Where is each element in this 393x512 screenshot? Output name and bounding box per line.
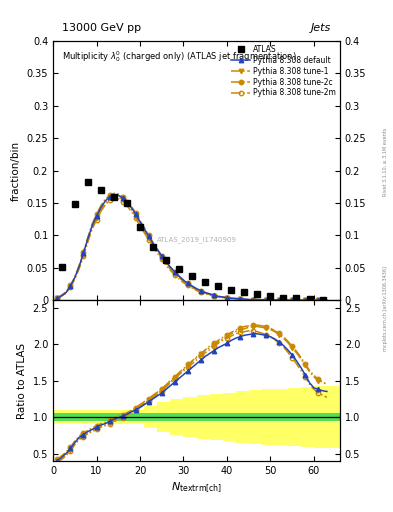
ATLAS [216,283,220,289]
Pythia 8.308 tune-1 [112,194,116,200]
ATLAS [112,194,116,200]
ATLAS [164,257,169,263]
Pythia 8.308 tune-1 [320,297,325,303]
ATLAS [307,296,312,302]
ATLAS [85,179,90,185]
ATLAS [294,295,299,302]
Line: Pythia 8.308 default: Pythia 8.308 default [55,193,329,303]
Pythia 8.308 tune-1 [55,295,60,302]
Text: Rivet 3.1.10, ≥ 3.1M events: Rivet 3.1.10, ≥ 3.1M events [383,128,388,196]
Pythia 8.308 tune-1 [246,296,251,303]
Pythia 8.308 tune-2m [142,230,147,236]
Pythia 8.308 default [325,297,329,303]
Pythia 8.308 default [112,191,116,198]
Pythia 8.308 tune-2m [112,196,116,202]
Line: Pythia 8.308 tune-1: Pythia 8.308 tune-1 [55,195,329,303]
Pythia 8.308 tune-2c [185,281,190,287]
Pythia 8.308 default [133,211,138,217]
Text: ATLAS_2019_I1740909: ATLAS_2019_I1740909 [156,237,237,243]
Pythia 8.308 tune-1 [325,297,329,303]
Pythia 8.308 tune-1 [185,282,190,288]
Pythia 8.308 tune-2c [55,294,60,301]
Pythia 8.308 tune-2c [320,297,325,303]
Pythia 8.308 tune-2c [112,190,116,197]
Pythia 8.308 default [142,226,147,232]
ATLAS [177,266,182,272]
Text: mcplots.cern.ch [arXiv:1306.3436]: mcplots.cern.ch [arXiv:1306.3436] [383,266,388,351]
ATLAS [242,289,247,295]
ATLAS [203,279,208,285]
Line: Pythia 8.308 tune-2m: Pythia 8.308 tune-2m [55,196,329,303]
Pythia 8.308 default [194,286,199,292]
ATLAS [255,291,260,297]
Pythia 8.308 tune-2c [325,297,329,303]
Legend: ATLAS, Pythia 8.308 default, Pythia 8.308 tune-1, Pythia 8.308 tune-2c, Pythia 8: ATLAS, Pythia 8.308 default, Pythia 8.30… [230,43,338,99]
ATLAS [59,264,64,270]
Pythia 8.308 tune-2m [246,296,251,303]
Pythia 8.308 tune-2c [194,286,199,292]
ATLAS [281,294,286,301]
Pythia 8.308 default [246,296,251,303]
ATLAS [151,244,155,250]
ATLAS [99,187,103,193]
Pythia 8.308 default [320,297,325,303]
Pythia 8.308 tune-2c [133,210,138,216]
ATLAS [125,200,129,206]
Text: Multiplicity $\lambda_0^0$ (charged only) (ATLAS jet fragmentation): Multiplicity $\lambda_0^0$ (charged only… [62,49,296,63]
ATLAS [229,287,233,293]
Pythia 8.308 default [185,281,190,287]
Y-axis label: fraction/bin: fraction/bin [11,141,21,201]
Line: ATLAS: ATLAS [59,179,326,303]
X-axis label: $N_\mathrm{textrm[ch]}$: $N_\mathrm{textrm[ch]}$ [171,481,222,496]
Text: 13000 GeV pp: 13000 GeV pp [62,23,141,33]
Pythia 8.308 tune-2c [142,225,147,231]
Pythia 8.308 tune-2m [325,297,329,303]
Pythia 8.308 tune-2m [194,287,199,293]
ATLAS [320,296,325,303]
ATLAS [268,293,273,300]
Line: Pythia 8.308 tune-2c: Pythia 8.308 tune-2c [55,191,329,303]
ATLAS [72,201,77,207]
Pythia 8.308 default [55,295,60,302]
Text: Jets: Jets [311,23,331,33]
Pythia 8.308 tune-2m [185,282,190,288]
Pythia 8.308 tune-2c [246,296,251,303]
Pythia 8.308 tune-2m [320,297,325,303]
Pythia 8.308 tune-2m [55,295,60,302]
ATLAS [190,272,195,279]
Pythia 8.308 tune-1 [133,213,138,219]
Y-axis label: Ratio to ATLAS: Ratio to ATLAS [17,343,27,419]
ATLAS [138,224,142,230]
Pythia 8.308 tune-1 [142,228,147,234]
Pythia 8.308 tune-1 [194,287,199,293]
Pythia 8.308 tune-2m [133,215,138,221]
